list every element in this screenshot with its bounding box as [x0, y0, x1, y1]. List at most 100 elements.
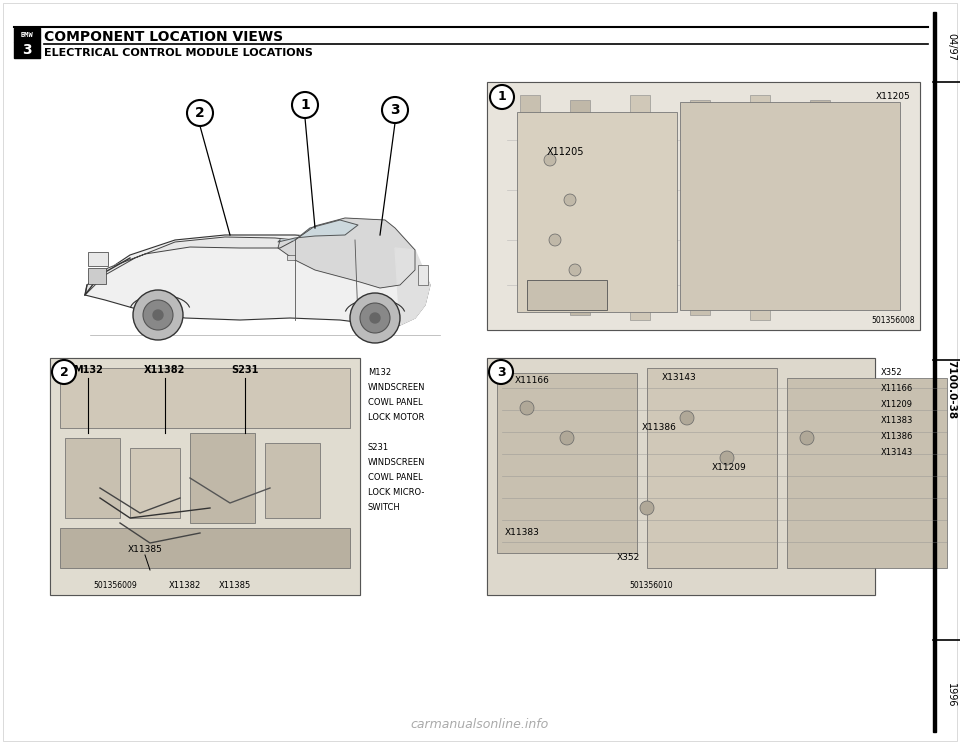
Bar [527, 280, 607, 310]
Bar [933, 12, 935, 732]
Text: LOCK MOTOR: LOCK MOTOR [368, 413, 424, 422]
Bar [630, 95, 650, 320]
Bar [190, 433, 255, 523]
Bar [487, 82, 920, 330]
Circle shape [143, 300, 173, 330]
Text: X11385: X11385 [128, 545, 162, 554]
Bar [418, 265, 428, 285]
Polygon shape [85, 235, 430, 325]
Text: 501356008: 501356008 [872, 316, 915, 325]
Text: 3: 3 [390, 103, 399, 117]
Text: X11209: X11209 [712, 463, 747, 472]
Text: X11386: X11386 [642, 423, 677, 432]
Text: M132: M132 [368, 368, 391, 377]
Bar [520, 95, 540, 310]
Bar [88, 268, 106, 284]
Bar [287, 255, 295, 260]
Text: WINDSCREEN: WINDSCREEN [368, 383, 425, 392]
Bar [50, 358, 360, 595]
Bar [497, 373, 637, 553]
Bar [690, 100, 710, 315]
Bar [647, 368, 777, 568]
Text: X13143: X13143 [662, 373, 697, 382]
Text: 2: 2 [195, 106, 204, 120]
Bar [60, 528, 350, 568]
Bar [680, 102, 900, 310]
Text: X11382: X11382 [169, 581, 202, 590]
Bar [750, 95, 770, 320]
Text: X352: X352 [881, 368, 902, 377]
Circle shape [490, 85, 514, 109]
Bar [14, 42, 40, 58]
Text: X352: X352 [617, 553, 640, 562]
Bar [570, 100, 590, 315]
Text: LOCK MICRO-: LOCK MICRO- [368, 488, 424, 497]
Circle shape [489, 360, 513, 384]
Bar [265, 443, 320, 518]
Circle shape [52, 360, 76, 384]
Circle shape [153, 310, 163, 320]
Bar [810, 100, 830, 310]
Text: SWITCH: SWITCH [368, 503, 400, 512]
Text: COMPONENT LOCATION VIEWS: COMPONENT LOCATION VIEWS [44, 30, 283, 44]
Text: X11383: X11383 [881, 416, 913, 425]
Circle shape [680, 411, 694, 425]
Circle shape [564, 194, 576, 206]
Text: 1: 1 [300, 98, 310, 112]
Text: carmanualsonline.info: carmanualsonline.info [411, 719, 549, 731]
Text: S231: S231 [231, 365, 258, 375]
Circle shape [720, 451, 734, 465]
Bar [60, 368, 350, 428]
Text: X11209: X11209 [881, 400, 913, 409]
Bar [130, 448, 180, 518]
Bar [88, 252, 108, 266]
Circle shape [569, 264, 581, 276]
Circle shape [370, 313, 380, 323]
Circle shape [544, 154, 556, 166]
Text: BMW: BMW [20, 32, 34, 38]
Text: X11166: X11166 [881, 384, 913, 393]
Polygon shape [85, 237, 295, 295]
Text: X11382: X11382 [144, 365, 185, 375]
Text: 3: 3 [22, 43, 32, 57]
Text: COWL PANEL: COWL PANEL [368, 473, 422, 482]
Text: M132: M132 [73, 365, 103, 375]
Text: 501356009: 501356009 [93, 581, 137, 590]
Bar [50, 358, 360, 595]
Polygon shape [278, 218, 415, 288]
Bar [487, 82, 920, 330]
Bar [65, 438, 120, 518]
Text: X11166: X11166 [515, 376, 550, 385]
Bar [487, 358, 875, 595]
Text: S231: S231 [368, 443, 389, 452]
Bar [787, 378, 947, 568]
Circle shape [640, 501, 654, 515]
Bar [517, 112, 677, 312]
Text: 3: 3 [496, 365, 505, 379]
Text: X11205: X11205 [547, 147, 585, 157]
Polygon shape [278, 220, 358, 242]
Text: X11383: X11383 [505, 528, 540, 537]
Text: X11385: X11385 [219, 581, 252, 590]
Text: 04/97: 04/97 [946, 33, 956, 61]
Circle shape [360, 303, 390, 333]
Text: 7100.0-38: 7100.0-38 [946, 360, 956, 420]
Text: 501356010: 501356010 [629, 581, 673, 590]
Text: X11205: X11205 [876, 92, 910, 101]
Circle shape [292, 92, 318, 118]
Circle shape [549, 234, 561, 246]
Text: X11386: X11386 [881, 432, 913, 441]
Text: 1: 1 [497, 91, 506, 103]
Circle shape [560, 431, 574, 445]
Bar [14, 28, 40, 42]
Circle shape [800, 431, 814, 445]
Text: COWL PANEL: COWL PANEL [368, 398, 422, 407]
Circle shape [520, 401, 534, 415]
Bar [487, 358, 875, 595]
Circle shape [187, 100, 213, 126]
Text: ELECTRICAL CONTROL MODULE LOCATIONS: ELECTRICAL CONTROL MODULE LOCATIONS [44, 48, 313, 58]
Circle shape [350, 293, 400, 343]
Polygon shape [395, 248, 430, 325]
Circle shape [382, 97, 408, 123]
Text: 1996: 1996 [946, 683, 956, 708]
